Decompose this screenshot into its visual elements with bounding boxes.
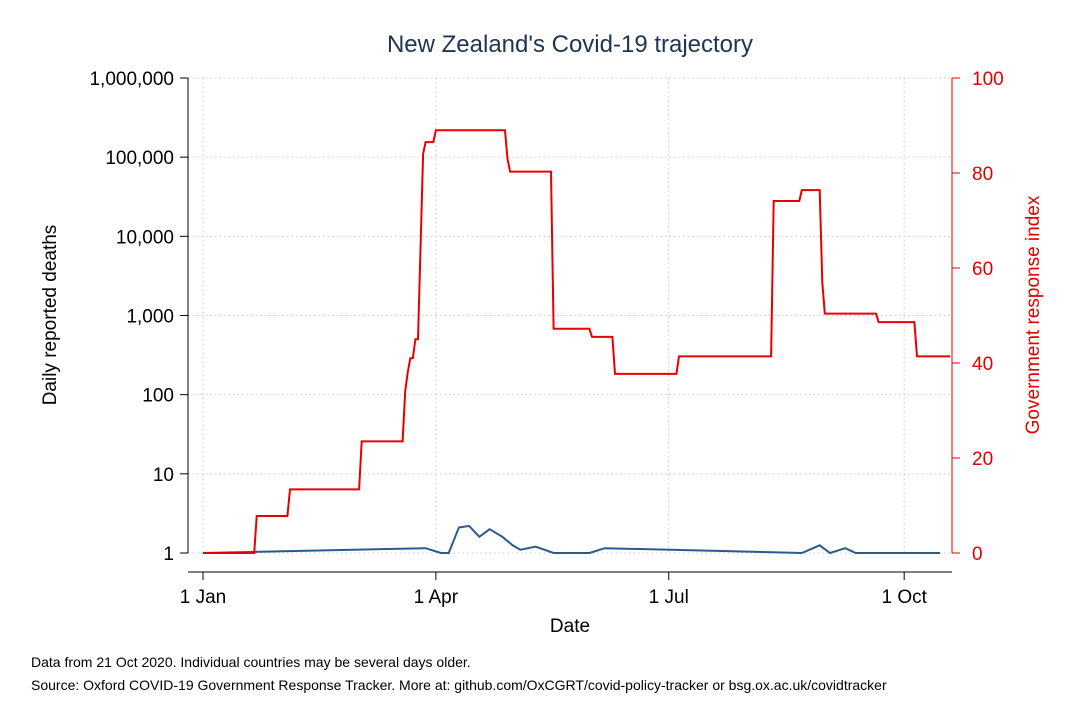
y-right-tick-label: 0 — [972, 544, 983, 565]
y-right-tick-label: 60 — [972, 259, 993, 280]
y-left-tick-label: 1,000,000 — [89, 69, 174, 90]
y-right-tick-label: 100 — [972, 69, 1004, 90]
x-tick-label: 1 Apr — [414, 587, 459, 608]
y-right-tick-label: 40 — [972, 354, 993, 375]
chart-title: New Zealand's Covid-19 trajectory — [387, 31, 753, 58]
x-axis-title: Date — [550, 616, 590, 637]
x-tick-label: 1 Jan — [180, 587, 226, 608]
series-line-response-index — [203, 129, 951, 554]
y-left-tick-label: 100 — [142, 386, 174, 407]
y-left-tick-label: 1 — [163, 544, 174, 565]
y-left-tick-label: 100,000 — [105, 148, 174, 169]
footnote-data-date: Data from 21 Oct 2020. Individual countr… — [31, 654, 471, 670]
y-axis-right-title: Government response index — [1023, 195, 1044, 434]
series-line-deaths — [202, 524, 940, 555]
footnote-source: Source: Oxford COVID-19 Government Respo… — [31, 677, 887, 693]
x-tick-label: 1 Oct — [881, 587, 927, 608]
series-layer — [202, 129, 951, 555]
x-tick-label: 1 Jul — [649, 587, 689, 608]
gridlines — [188, 77, 952, 554]
y-left-tick-label: 10 — [153, 465, 174, 486]
y-right-tick-label: 80 — [972, 164, 993, 185]
axes: 1 10 100 1,000 10,000 100,000 1,000,000 0 20 40 60… — [89, 69, 1003, 608]
y-left-tick-label: 1,000 — [126, 307, 174, 328]
y-right-tick-label: 20 — [972, 449, 993, 470]
y-left-tick-label: 10,000 — [116, 227, 174, 248]
y-axis-left-title: Daily reported deaths — [40, 225, 61, 406]
